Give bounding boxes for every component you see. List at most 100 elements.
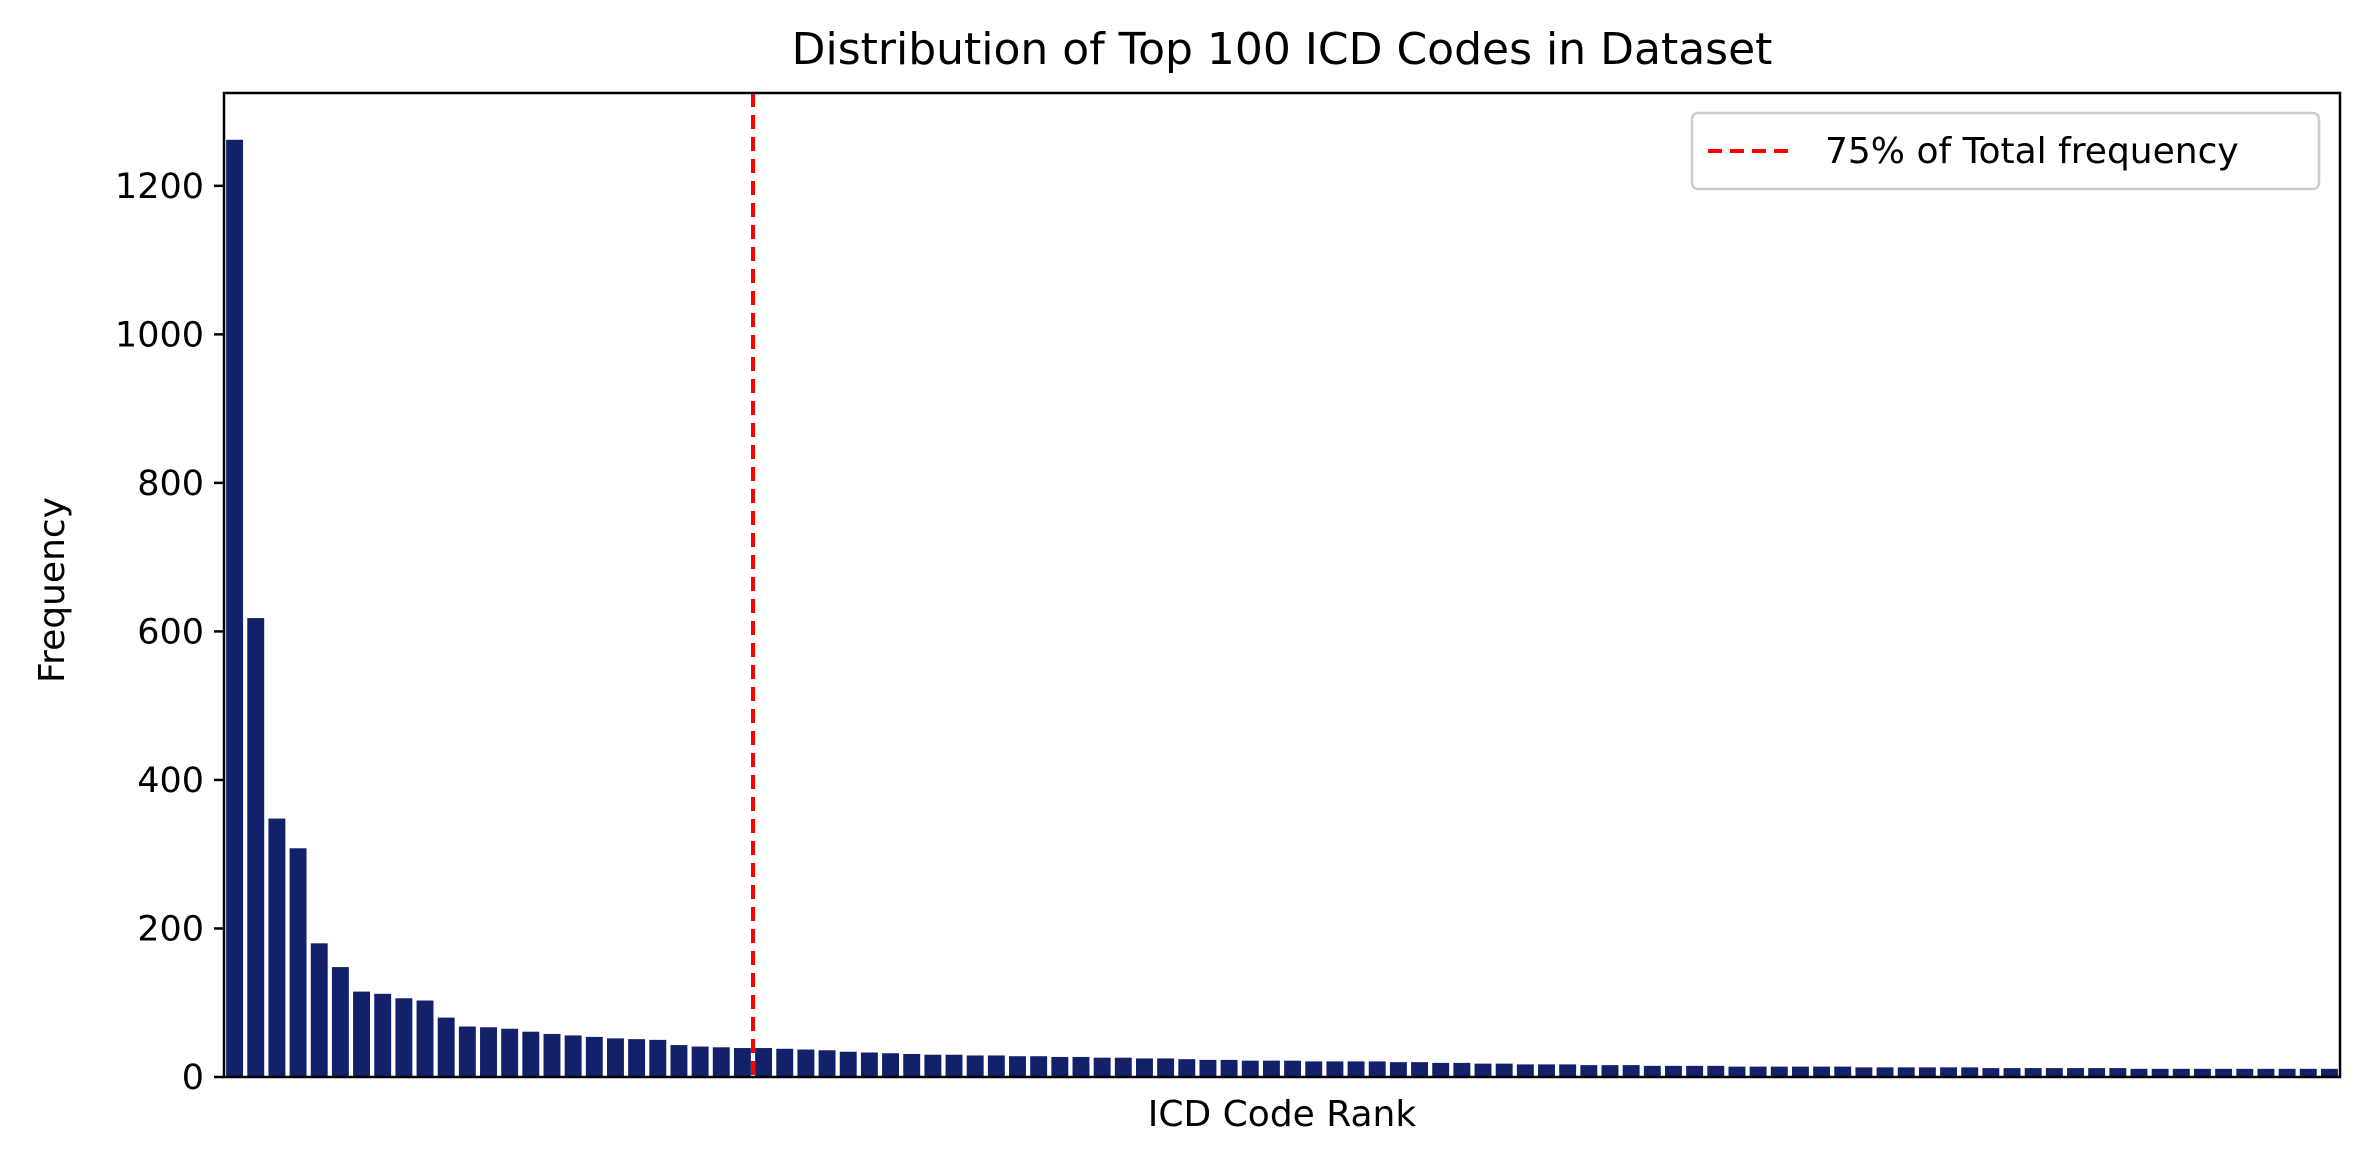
x-axis-label: ICD Code Rank bbox=[1148, 1094, 1417, 1135]
y-tick-label: 0 bbox=[182, 1058, 204, 1098]
bar-rank-11 bbox=[437, 1017, 455, 1077]
bar-rank-92 bbox=[2151, 1068, 2169, 1077]
bar-rank-29 bbox=[818, 1050, 836, 1077]
y-tick-label: 1200 bbox=[115, 167, 204, 207]
bar-rank-59 bbox=[1453, 1062, 1471, 1077]
bar-rank-56 bbox=[1389, 1062, 1407, 1077]
bar-rank-88 bbox=[2067, 1068, 2084, 1077]
bar-rank-28 bbox=[797, 1049, 815, 1077]
bar-rank-16 bbox=[543, 1033, 561, 1077]
bar-rank-51 bbox=[1284, 1060, 1302, 1077]
bar-rank-89 bbox=[2088, 1068, 2106, 1077]
bar-rank-5 bbox=[310, 943, 328, 1077]
bar-rank-63 bbox=[1538, 1064, 1555, 1077]
bar-rank-93 bbox=[2172, 1068, 2190, 1077]
y-axis: 0 200 400 600 800 1000 1200 bbox=[115, 167, 224, 1098]
bar-rank-96 bbox=[2236, 1068, 2254, 1077]
bar-rank-94 bbox=[2194, 1068, 2211, 1077]
bar-rank-22 bbox=[670, 1045, 688, 1077]
y-axis-label: Frequency bbox=[32, 497, 73, 683]
bar-rank-18 bbox=[585, 1036, 603, 1077]
bar-rank-12 bbox=[458, 1026, 476, 1077]
bar-rank-79 bbox=[1876, 1067, 1894, 1077]
bar-rank-26 bbox=[755, 1048, 773, 1077]
bar-rank-15 bbox=[522, 1031, 540, 1077]
bar-rank-50 bbox=[1262, 1060, 1280, 1077]
bar-rank-21 bbox=[649, 1039, 667, 1077]
bar-rank-80 bbox=[1897, 1067, 1915, 1077]
bar-rank-98 bbox=[2278, 1068, 2296, 1077]
bar-rank-27 bbox=[776, 1048, 794, 1077]
bar-rank-25 bbox=[733, 1048, 751, 1077]
bar-rank-39 bbox=[1030, 1056, 1048, 1077]
bar-rank-78 bbox=[1855, 1067, 1873, 1077]
bar-rank-43 bbox=[1114, 1057, 1132, 1077]
bar-rank-8 bbox=[374, 993, 392, 1077]
bar-rank-44 bbox=[1136, 1058, 1153, 1077]
bar-rank-35 bbox=[945, 1054, 963, 1077]
bar-rank-72 bbox=[1728, 1066, 1746, 1077]
bar-rank-68 bbox=[1643, 1065, 1661, 1077]
bar-rank-60 bbox=[1474, 1063, 1492, 1077]
bar-rank-4 bbox=[289, 848, 307, 1077]
bar-rank-31 bbox=[860, 1052, 878, 1077]
bar-rank-90 bbox=[2109, 1068, 2127, 1077]
plot-frame bbox=[222, 91, 2342, 1079]
bar-rank-69 bbox=[1665, 1065, 1682, 1077]
bar-rank-58 bbox=[1432, 1062, 1450, 1077]
bar-rank-71 bbox=[1707, 1065, 1725, 1077]
legend: 75% of Total frequency bbox=[1690, 111, 2321, 191]
bar-rank-46 bbox=[1178, 1059, 1196, 1077]
bar-rank-20 bbox=[628, 1039, 646, 1077]
bar-rank-9 bbox=[395, 998, 413, 1077]
legend-label: 75% of Total frequency bbox=[1825, 131, 2239, 172]
y-tick-label: 200 bbox=[137, 909, 204, 949]
bar-rank-17 bbox=[564, 1035, 582, 1077]
chart-title: Distribution of Top 100 ICD Codes in Dat… bbox=[792, 24, 1773, 75]
bar-rank-53 bbox=[1326, 1061, 1344, 1077]
bar-rank-99 bbox=[2299, 1068, 2317, 1077]
bar-rank-49 bbox=[1241, 1060, 1259, 1077]
bar-rank-86 bbox=[2024, 1068, 2042, 1077]
bar-rank-24 bbox=[712, 1047, 730, 1077]
bar-rank-48 bbox=[1220, 1059, 1238, 1077]
legend-box bbox=[1690, 111, 2321, 191]
bar-rank-74 bbox=[1770, 1066, 1788, 1077]
bar-rank-42 bbox=[1093, 1057, 1111, 1077]
bar-rank-75 bbox=[1791, 1066, 1809, 1077]
bar-rank-55 bbox=[1368, 1061, 1386, 1077]
bar-rank-61 bbox=[1495, 1063, 1513, 1077]
bar-rank-19 bbox=[607, 1038, 624, 1077]
bar-rank-2 bbox=[247, 618, 265, 1077]
bar-rank-37 bbox=[987, 1055, 1005, 1077]
bar-rank-64 bbox=[1559, 1064, 1577, 1077]
y-tick-label: 400 bbox=[137, 761, 204, 801]
y-tick-label: 800 bbox=[137, 464, 204, 504]
bar-rank-91 bbox=[2130, 1068, 2148, 1077]
bar-rank-62 bbox=[1516, 1064, 1534, 1077]
bar-rank-70 bbox=[1686, 1065, 1704, 1077]
bar-rank-65 bbox=[1580, 1065, 1598, 1077]
bar-rank-67 bbox=[1622, 1065, 1640, 1077]
bar-rank-82 bbox=[1940, 1067, 1958, 1077]
bar-rank-10 bbox=[416, 1000, 434, 1077]
bar-rank-47 bbox=[1199, 1059, 1217, 1077]
bar-rank-23 bbox=[691, 1046, 709, 1077]
bar-rank-87 bbox=[2045, 1068, 2063, 1077]
y-tick-label: 600 bbox=[137, 612, 204, 652]
bar-rank-34 bbox=[924, 1054, 942, 1077]
bar-rank-100 bbox=[2320, 1068, 2338, 1077]
bar-rank-85 bbox=[2003, 1068, 2021, 1077]
bar-rank-14 bbox=[501, 1028, 519, 1077]
bar-rank-33 bbox=[903, 1053, 921, 1077]
bar-rank-30 bbox=[839, 1051, 857, 1077]
bar-rank-41 bbox=[1072, 1056, 1090, 1077]
bar-rank-38 bbox=[1009, 1056, 1026, 1077]
y-tick-label: 1000 bbox=[115, 315, 204, 355]
bar-rank-54 bbox=[1347, 1061, 1365, 1077]
bar-rank-83 bbox=[1961, 1067, 1979, 1077]
bar-rank-76 bbox=[1813, 1066, 1831, 1077]
bar-rank-32 bbox=[882, 1053, 900, 1077]
bar-rank-13 bbox=[480, 1027, 497, 1077]
